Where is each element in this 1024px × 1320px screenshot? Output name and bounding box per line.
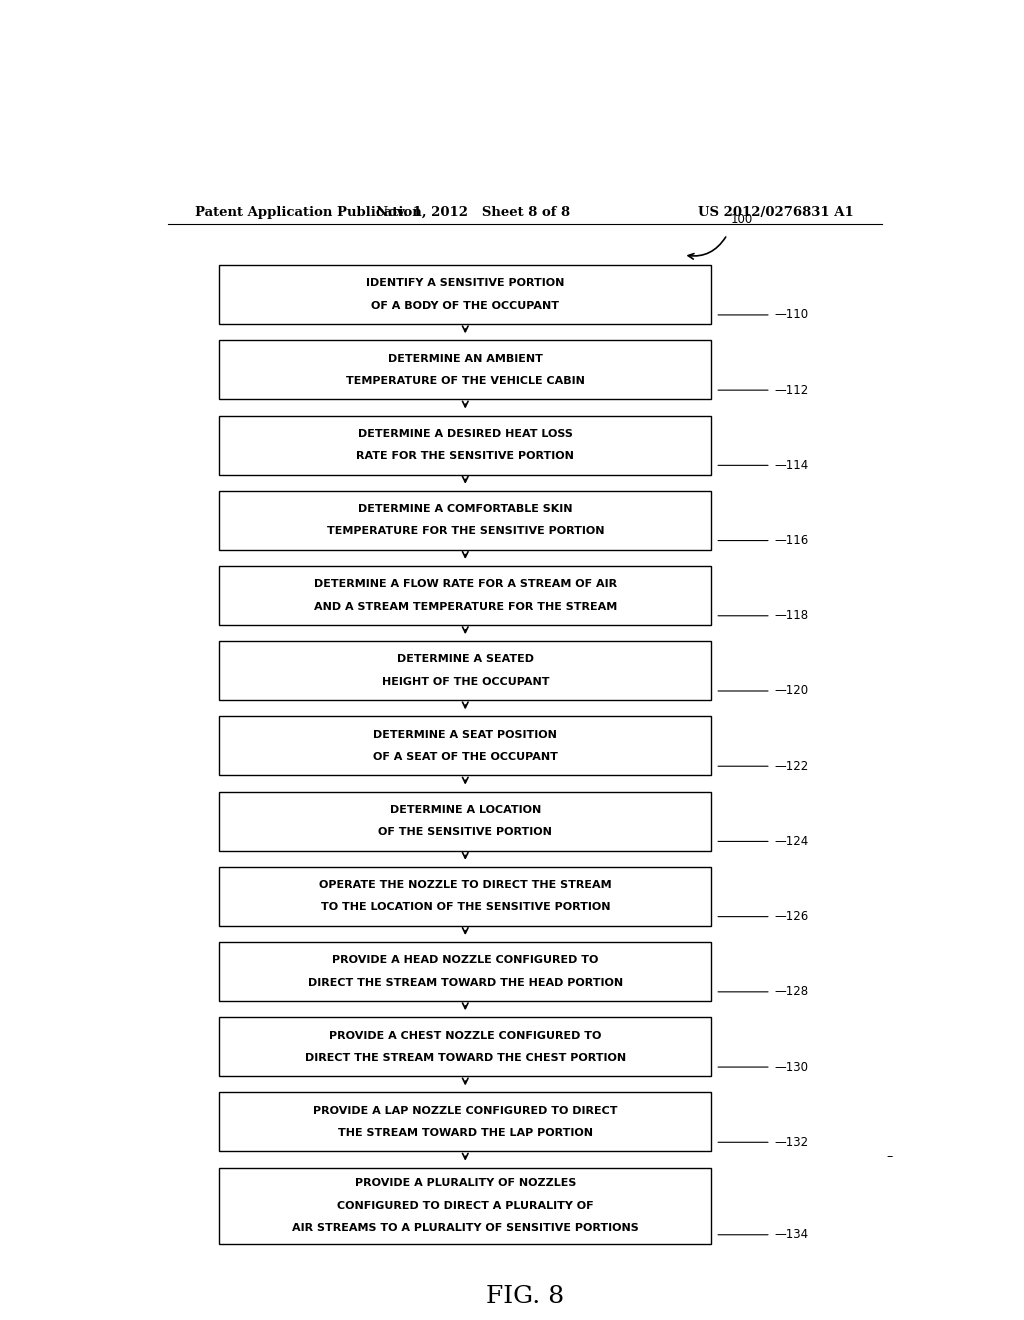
Text: DETERMINE A LOCATION: DETERMINE A LOCATION bbox=[390, 805, 541, 814]
Text: —118: —118 bbox=[775, 610, 809, 622]
Bar bbox=[219, 566, 712, 624]
Text: PROVIDE A HEAD NOZZLE CONFIGURED TO: PROVIDE A HEAD NOZZLE CONFIGURED TO bbox=[332, 956, 598, 965]
Text: HEIGHT OF THE OCCUPANT: HEIGHT OF THE OCCUPANT bbox=[382, 677, 549, 686]
Bar bbox=[219, 792, 712, 850]
Text: —130: —130 bbox=[775, 1060, 809, 1073]
Bar bbox=[219, 642, 712, 700]
Text: —128: —128 bbox=[775, 985, 809, 998]
Text: –: – bbox=[887, 1150, 893, 1163]
Text: US 2012/0276831 A1: US 2012/0276831 A1 bbox=[698, 206, 854, 219]
Text: AIR STREAMS TO A PLURALITY OF SENSITIVE PORTIONS: AIR STREAMS TO A PLURALITY OF SENSITIVE … bbox=[292, 1224, 639, 1233]
Text: —126: —126 bbox=[775, 909, 809, 923]
Text: —114: —114 bbox=[775, 459, 809, 471]
Bar bbox=[219, 942, 712, 1001]
Text: —134: —134 bbox=[775, 1229, 809, 1241]
Text: Patent Application Publication: Patent Application Publication bbox=[196, 206, 422, 219]
Bar bbox=[219, 867, 712, 925]
Text: OPERATE THE NOZZLE TO DIRECT THE STREAM: OPERATE THE NOZZLE TO DIRECT THE STREAM bbox=[318, 880, 611, 890]
Text: —132: —132 bbox=[775, 1135, 809, 1148]
Text: IDENTIFY A SENSITIVE PORTION: IDENTIFY A SENSITIVE PORTION bbox=[367, 279, 564, 288]
Bar bbox=[219, 416, 712, 474]
Text: DETERMINE A DESIRED HEAT LOSS: DETERMINE A DESIRED HEAT LOSS bbox=[357, 429, 572, 438]
Text: DETERMINE A SEATED: DETERMINE A SEATED bbox=[396, 655, 534, 664]
Text: —112: —112 bbox=[775, 384, 809, 396]
Bar bbox=[219, 491, 712, 549]
Bar bbox=[219, 1093, 712, 1151]
Text: TEMPERATURE OF THE VEHICLE CABIN: TEMPERATURE OF THE VEHICLE CABIN bbox=[346, 376, 585, 385]
Text: DETERMINE A FLOW RATE FOR A STREAM OF AIR: DETERMINE A FLOW RATE FOR A STREAM OF AI… bbox=[313, 579, 616, 589]
Text: RATE FOR THE SENSITIVE PORTION: RATE FOR THE SENSITIVE PORTION bbox=[356, 451, 574, 461]
Text: DETERMINE AN AMBIENT: DETERMINE AN AMBIENT bbox=[388, 354, 543, 363]
Text: —122: —122 bbox=[775, 760, 809, 772]
Text: CONFIGURED TO DIRECT A PLURALITY OF: CONFIGURED TO DIRECT A PLURALITY OF bbox=[337, 1201, 594, 1210]
Text: TEMPERATURE FOR THE SENSITIVE PORTION: TEMPERATURE FOR THE SENSITIVE PORTION bbox=[327, 527, 604, 536]
Text: —110: —110 bbox=[775, 309, 809, 322]
Text: DETERMINE A COMFORTABLE SKIN: DETERMINE A COMFORTABLE SKIN bbox=[358, 504, 572, 513]
Bar bbox=[219, 1018, 712, 1076]
Text: OF THE SENSITIVE PORTION: OF THE SENSITIVE PORTION bbox=[378, 828, 552, 837]
Text: PROVIDE A CHEST NOZZLE CONFIGURED TO: PROVIDE A CHEST NOZZLE CONFIGURED TO bbox=[329, 1031, 601, 1040]
Text: 100: 100 bbox=[731, 214, 754, 227]
Text: —120: —120 bbox=[775, 685, 809, 697]
Text: DETERMINE A SEAT POSITION: DETERMINE A SEAT POSITION bbox=[374, 730, 557, 739]
Text: —124: —124 bbox=[775, 836, 809, 847]
Text: OF A BODY OF THE OCCUPANT: OF A BODY OF THE OCCUPANT bbox=[372, 301, 559, 310]
Text: Nov. 1, 2012   Sheet 8 of 8: Nov. 1, 2012 Sheet 8 of 8 bbox=[376, 206, 570, 219]
Text: FIG. 8: FIG. 8 bbox=[485, 1284, 564, 1308]
Text: PROVIDE A PLURALITY OF NOZZLES: PROVIDE A PLURALITY OF NOZZLES bbox=[354, 1179, 575, 1188]
Text: THE STREAM TOWARD THE LAP PORTION: THE STREAM TOWARD THE LAP PORTION bbox=[338, 1129, 593, 1138]
Text: OF A SEAT OF THE OCCUPANT: OF A SEAT OF THE OCCUPANT bbox=[373, 752, 558, 762]
Bar bbox=[219, 717, 712, 775]
Text: AND A STREAM TEMPERATURE FOR THE STREAM: AND A STREAM TEMPERATURE FOR THE STREAM bbox=[313, 602, 616, 611]
Text: DIRECT THE STREAM TOWARD THE CHEST PORTION: DIRECT THE STREAM TOWARD THE CHEST PORTI… bbox=[305, 1053, 626, 1063]
Bar bbox=[219, 1168, 712, 1243]
Bar bbox=[219, 265, 712, 325]
Text: DIRECT THE STREAM TOWARD THE HEAD PORTION: DIRECT THE STREAM TOWARD THE HEAD PORTIO… bbox=[308, 978, 623, 987]
Text: TO THE LOCATION OF THE SENSITIVE PORTION: TO THE LOCATION OF THE SENSITIVE PORTION bbox=[321, 903, 610, 912]
Text: —116: —116 bbox=[775, 535, 809, 546]
Text: PROVIDE A LAP NOZZLE CONFIGURED TO DIRECT: PROVIDE A LAP NOZZLE CONFIGURED TO DIREC… bbox=[313, 1106, 617, 1115]
Bar bbox=[219, 341, 712, 399]
